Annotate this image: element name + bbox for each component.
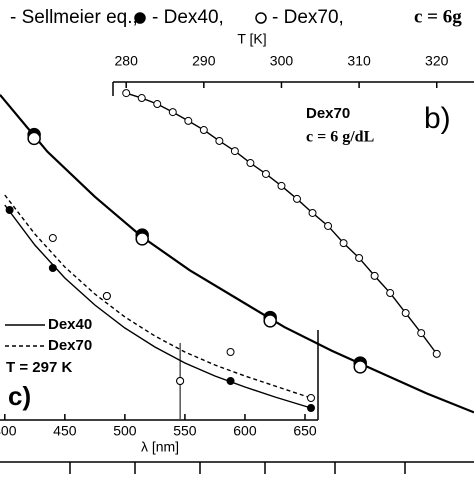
marker [306,404,315,412]
x-axis-label: T [K] [237,31,266,47]
annotation: c = 6g [414,6,462,27]
marker [168,108,177,117]
frame [0,81,474,474]
marker [226,377,235,385]
marker [401,309,410,318]
marker [308,208,317,217]
legend-marker [255,12,267,24]
legend-label: - Dex40, [152,7,224,28]
legend-label: Dex70 [48,337,92,354]
panel-label: c) [8,381,31,411]
curve [125,92,438,355]
marker [226,348,235,356]
marker [48,264,57,272]
marker [153,100,162,109]
x-tick-label: 600 [233,423,257,439]
x-tick-label: 280 [115,53,139,69]
marker [386,289,395,298]
marker [135,232,149,246]
x-tick-label: 320 [425,53,449,69]
marker [230,147,239,156]
legend-marker [134,12,146,24]
marker [246,159,255,168]
x-tick-label: 400 [0,423,17,439]
x-tick-label: 300 [270,53,294,69]
x-tick-label: 310 [347,53,371,69]
marker [263,314,277,328]
series-label: Dex70 [306,105,350,122]
x-tick-label: 500 [113,423,137,439]
panel-label: b) [424,102,451,135]
marker [324,221,333,230]
marker [432,349,441,358]
marker [261,169,270,178]
x-axis-label: λ [nm] [141,439,179,455]
marker [355,253,364,262]
marker [102,292,111,300]
marker [5,206,14,214]
curve [0,94,474,414]
x-tick-label: 290 [192,53,216,69]
marker [27,131,41,146]
marker [353,360,367,374]
marker [339,239,348,248]
legend-label: - Sellmeier eq., [10,7,138,28]
legend-label: Dex40 [48,316,92,333]
marker [122,89,131,98]
marker [370,271,379,280]
marker [215,136,224,145]
marker [48,234,57,242]
marker [277,181,286,190]
legend-label: - Dex70, [272,7,344,28]
marker [306,394,315,402]
marker [176,377,185,385]
annotation: T = 297 K [6,359,72,376]
marker [137,94,146,103]
x-tick-label: 450 [53,423,77,439]
marker [199,126,208,135]
marker [184,116,193,125]
x-tick-label: 650 [293,423,317,439]
curve [4,194,312,399]
marker [417,329,426,338]
annotation: c = 6 g/dL [306,129,374,146]
x-tick-label: 550 [173,423,197,439]
marker [292,194,301,203]
